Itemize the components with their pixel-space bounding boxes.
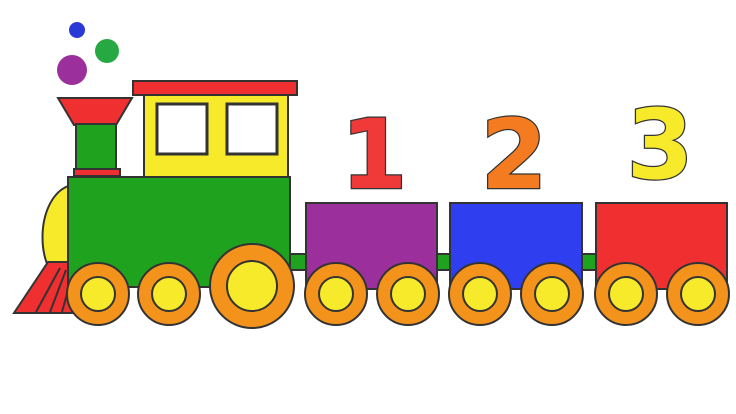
wheel <box>304 262 368 326</box>
wheel <box>448 262 512 326</box>
wheel <box>520 262 584 326</box>
wheels <box>66 243 730 329</box>
smoke-puff-green <box>95 39 119 63</box>
wheel <box>137 262 201 326</box>
wheel-large <box>209 243 295 329</box>
locomotive-cowcatcher <box>12 261 73 314</box>
wheel <box>66 262 130 326</box>
locomotive-cab <box>143 94 289 178</box>
number-three: 3 <box>627 89 694 201</box>
number-two: 2 <box>481 99 548 211</box>
wheel <box>666 262 730 326</box>
wheel <box>594 262 658 326</box>
cab-window-left <box>155 102 209 156</box>
locomotive-chimney <box>56 97 134 177</box>
smoke-puff-blue <box>69 22 85 38</box>
number-one: 1 <box>341 99 408 211</box>
cab-window-right <box>225 102 279 156</box>
locomotive-roof <box>132 80 298 96</box>
wheel <box>376 262 440 326</box>
smoke-puff-purple <box>57 55 87 85</box>
